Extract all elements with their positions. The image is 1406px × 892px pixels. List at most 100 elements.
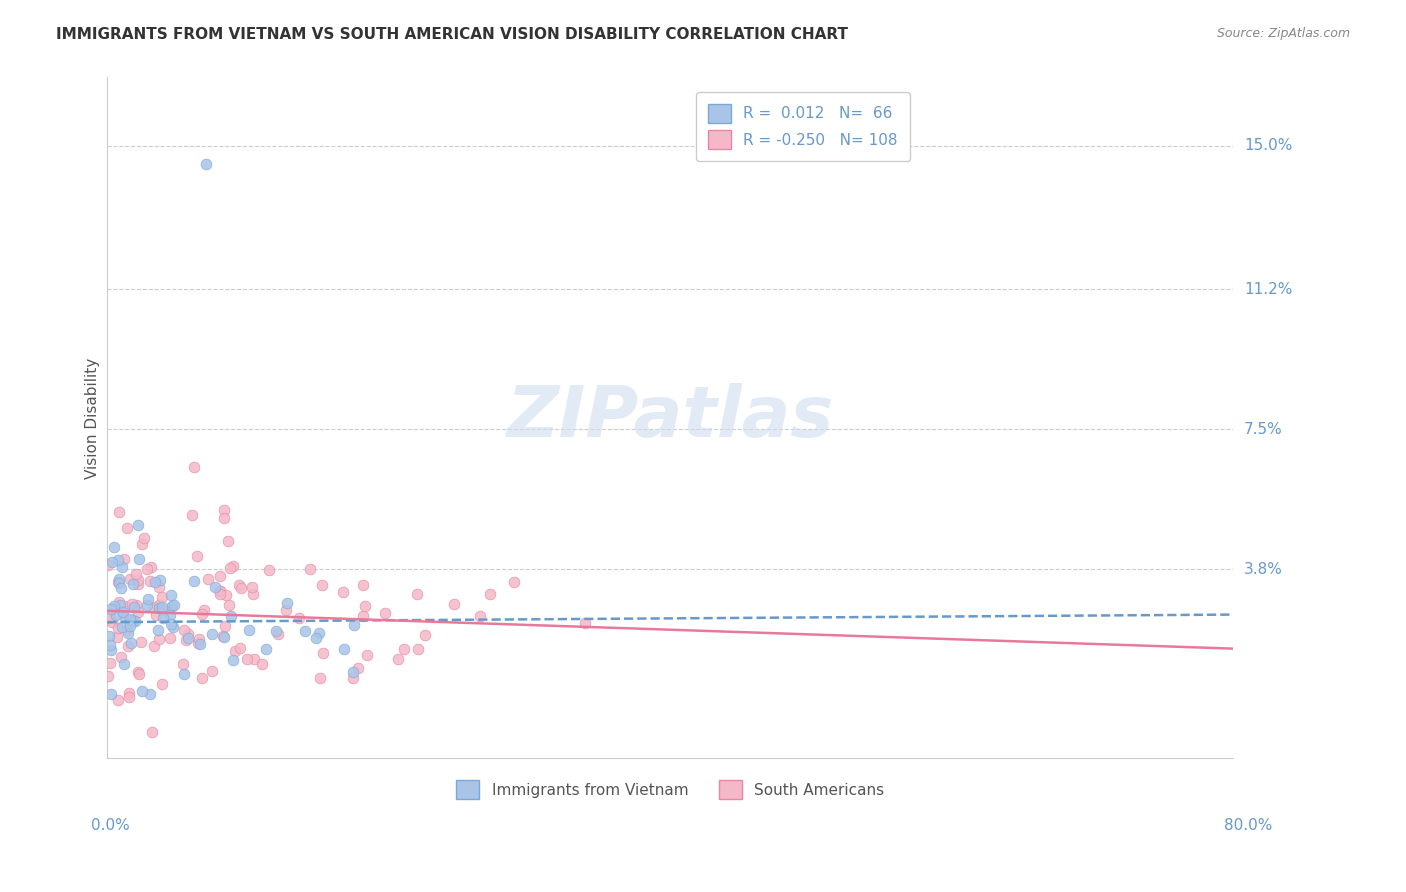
Point	[97, 669, 120, 683]
Point	[183, 574, 205, 589]
Point	[108, 504, 131, 518]
Point	[98, 657, 121, 671]
Point	[110, 581, 132, 595]
Point	[201, 627, 224, 641]
Point	[111, 620, 134, 634]
Point	[352, 608, 374, 623]
Point	[118, 690, 141, 705]
Point	[406, 642, 429, 657]
Point	[276, 596, 298, 610]
Point	[163, 598, 186, 612]
Point	[172, 657, 194, 671]
Point	[128, 667, 150, 681]
Point	[142, 639, 165, 653]
Point	[299, 562, 322, 576]
Point	[127, 605, 149, 619]
Point	[194, 157, 217, 171]
Point	[125, 599, 148, 613]
Point	[129, 635, 152, 649]
Point	[127, 574, 149, 588]
Point	[392, 642, 415, 657]
Point	[215, 588, 238, 602]
Point	[470, 608, 492, 623]
Point	[173, 623, 195, 637]
Point	[117, 626, 139, 640]
Point	[101, 556, 124, 570]
Text: IMMIGRANTS FROM VIETNAM VS SOUTH AMERICAN VISION DISABILITY CORRELATION CHART: IMMIGRANTS FROM VIETNAM VS SOUTH AMERICA…	[56, 27, 848, 42]
Point	[121, 613, 143, 627]
Point	[240, 580, 263, 594]
Point	[148, 601, 170, 615]
Point	[148, 598, 170, 612]
Point	[134, 531, 156, 545]
Point	[145, 608, 167, 623]
Point	[160, 599, 183, 613]
Point	[218, 599, 240, 613]
Point	[121, 576, 143, 591]
Point	[228, 578, 250, 592]
Text: Source: ZipAtlas.com: Source: ZipAtlas.com	[1216, 27, 1350, 40]
Point	[118, 686, 141, 700]
Point	[97, 630, 120, 644]
Point	[139, 687, 162, 701]
Point	[186, 549, 208, 563]
Point	[162, 620, 184, 634]
Point	[406, 587, 429, 601]
Y-axis label: Vision Disability: Vision Disability	[86, 358, 100, 478]
Point	[229, 641, 252, 656]
Point	[413, 628, 436, 642]
Point	[110, 598, 132, 612]
Point	[127, 576, 149, 591]
Point	[159, 631, 181, 645]
Point	[150, 599, 173, 614]
Point	[574, 615, 596, 630]
Point	[221, 609, 243, 624]
Point	[121, 636, 143, 650]
Point	[100, 643, 122, 657]
Point	[148, 632, 170, 646]
Point	[343, 618, 366, 632]
Point	[209, 569, 232, 583]
Point	[212, 503, 235, 517]
Point	[107, 692, 129, 706]
Point	[201, 665, 224, 679]
Point	[250, 657, 273, 671]
Point	[311, 577, 333, 591]
Point	[124, 614, 146, 628]
Point	[103, 540, 125, 554]
Point	[312, 646, 335, 660]
Text: 0.0%: 0.0%	[91, 818, 131, 832]
Point	[347, 661, 370, 675]
Point	[443, 597, 465, 611]
Point	[107, 553, 129, 567]
Point	[287, 611, 309, 625]
Point	[160, 617, 183, 632]
Point	[224, 643, 246, 657]
Point	[150, 590, 173, 604]
Point	[122, 600, 145, 615]
Point	[136, 591, 159, 606]
Point	[309, 671, 332, 685]
Point	[101, 615, 124, 629]
Point	[143, 600, 166, 615]
Point	[127, 665, 149, 679]
Point	[108, 573, 131, 587]
Point	[193, 603, 215, 617]
Point	[242, 587, 264, 601]
Point	[121, 597, 143, 611]
Point	[98, 611, 121, 625]
Point	[115, 521, 138, 535]
Point	[120, 572, 142, 586]
Point	[108, 576, 131, 591]
Point	[222, 653, 245, 667]
Text: 11.2%: 11.2%	[1244, 282, 1292, 297]
Point	[238, 623, 260, 637]
Point	[374, 606, 396, 620]
Point	[100, 687, 122, 701]
Point	[294, 624, 316, 639]
Point	[136, 598, 159, 612]
Point	[143, 574, 166, 589]
Point	[112, 551, 135, 566]
Point	[208, 584, 231, 599]
Point	[187, 632, 209, 646]
